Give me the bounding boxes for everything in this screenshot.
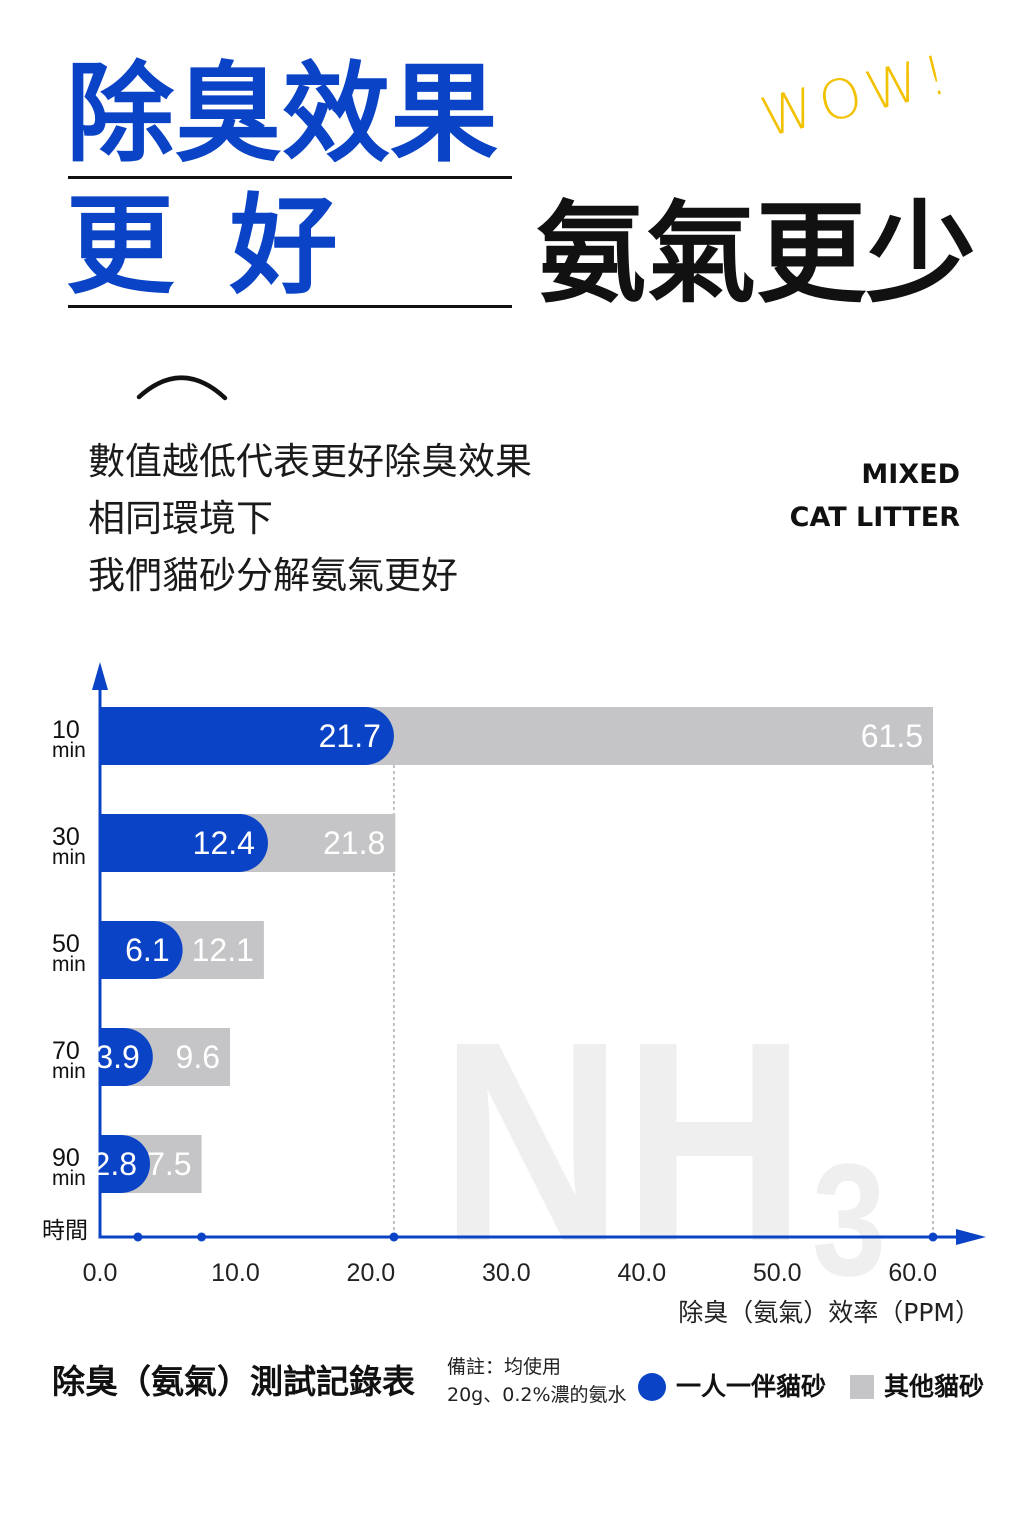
subtitle-line-3: 我們貓砂分解氨氣更好	[88, 554, 458, 597]
y-axis-title: 時間	[42, 1218, 88, 1244]
value-label-other-30min: 21.8	[323, 825, 385, 861]
category-unit: min	[52, 953, 86, 976]
x-tick-label: 20.0	[347, 1259, 396, 1287]
category-label-70min: 70 min	[52, 1037, 86, 1083]
axis-dot-2	[389, 1232, 399, 1242]
headline-line1: 除臭效果	[66, 52, 499, 177]
bar-ours-90min	[100, 1135, 150, 1193]
category-value: 90	[52, 1144, 80, 1172]
headline-underline-1	[68, 176, 512, 179]
note-line-2: 20g、0.2%濃的氨水	[447, 1384, 627, 1406]
value-label-other-90min: 7.5	[147, 1146, 191, 1182]
legend-label-other: 其他貓砂	[884, 1372, 985, 1401]
legend-swatch-other	[850, 1375, 874, 1399]
value-label-other-50min: 12.1	[192, 932, 254, 968]
headline-line2: 更 好	[66, 184, 338, 309]
subtitle-line-1: 數值越低代表更好除臭效果	[88, 440, 532, 483]
axis-dot-0	[133, 1232, 143, 1242]
nh3-watermark: NH 3	[440, 983, 886, 1309]
watermark-nh: NH	[440, 983, 806, 1301]
value-label-ours-90min: 2.8	[93, 1146, 137, 1182]
headline-underline-2	[68, 305, 512, 308]
bars	[100, 707, 933, 1193]
x-tick-label: 40.0	[617, 1259, 666, 1287]
chart-title: 除臭（氨氣）測試記錄表	[52, 1362, 415, 1401]
x-tick-label: 10.0	[211, 1259, 260, 1287]
y-axis-arrow-icon	[92, 662, 108, 690]
axis-dot-1	[197, 1232, 207, 1242]
x-axis-title: 除臭（氨氣）效率（PPM）	[678, 1298, 980, 1327]
category-value: 30	[52, 823, 80, 851]
bar-ours-10min	[100, 707, 394, 765]
axes	[92, 662, 986, 1245]
watermark-subscript: 3	[812, 1130, 886, 1309]
tag-line-1: MIXED	[861, 459, 960, 490]
x-axis-arrow-icon	[956, 1229, 986, 1245]
x-tick-label: 50.0	[753, 1259, 802, 1287]
category-value: 70	[52, 1037, 80, 1065]
category-unit: min	[52, 1060, 86, 1083]
category-label-90min: 90 min	[52, 1144, 86, 1190]
value-label-ours-50min: 6.1	[125, 932, 169, 968]
axis-dot-3	[928, 1232, 938, 1242]
tag-line-2: CAT LITTER	[789, 502, 960, 533]
x-tick-label: 30.0	[482, 1259, 531, 1287]
x-tick-label: 0.0	[83, 1259, 118, 1287]
legend-swatch-ours	[638, 1373, 666, 1401]
category-unit: min	[52, 846, 86, 869]
legend-label-ours: 一人一伴貓砂	[676, 1372, 827, 1401]
category-value: 10	[52, 716, 80, 744]
value-label-ours-70min: 3.9	[95, 1039, 139, 1075]
category-unit: min	[52, 1167, 86, 1190]
category-unit: min	[52, 739, 86, 762]
headline-right: 氨氣更少	[536, 190, 976, 318]
note-line-1: 備註：均使用	[447, 1356, 562, 1378]
bar-ours-30min	[100, 814, 268, 872]
bar-ours-50min	[100, 921, 183, 979]
category-label-30min: 30 min	[52, 823, 86, 869]
value-label-other-10min: 61.5	[861, 718, 923, 754]
subtitle-line-2: 相同環境下	[88, 497, 273, 540]
category-label-50min: 50 min	[52, 930, 86, 976]
arc-decoration	[136, 375, 228, 401]
x-tick-label: 60.0	[888, 1259, 937, 1287]
value-label-other-70min: 9.6	[176, 1039, 220, 1075]
bar-ours-70min	[100, 1028, 153, 1086]
value-label-ours-10min: 21.7	[319, 718, 381, 754]
category-label-10min: 10 min	[52, 716, 86, 762]
category-value: 50	[52, 930, 80, 958]
value-label-ours-30min: 12.4	[193, 825, 255, 861]
